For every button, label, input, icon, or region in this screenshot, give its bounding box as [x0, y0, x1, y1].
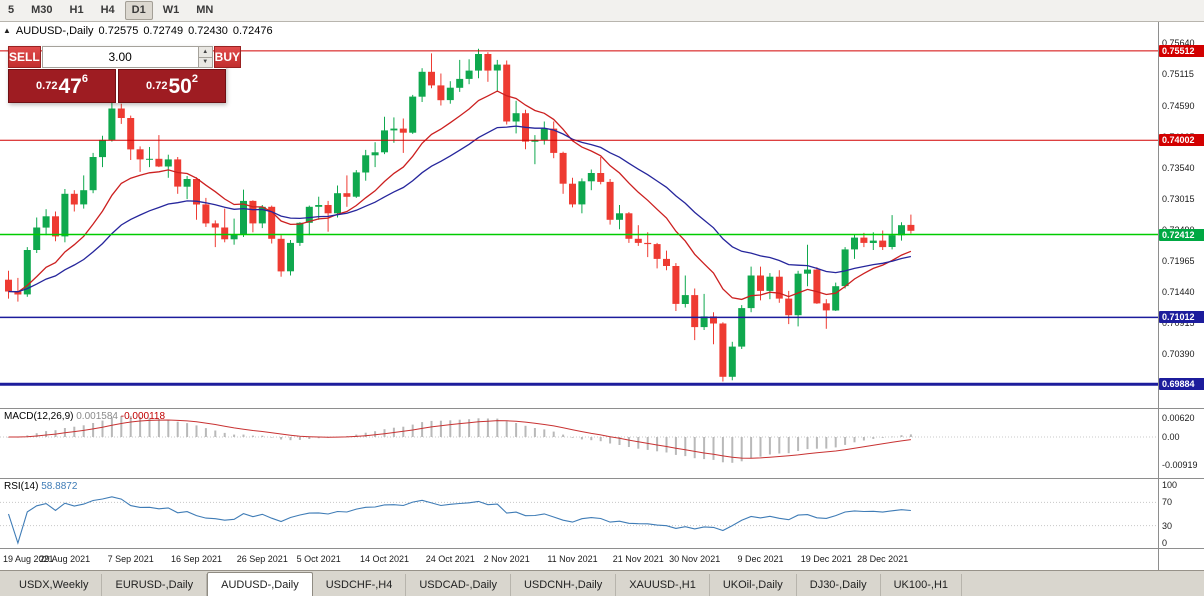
chart-symbol-label: AUDUSD-,Daily [15, 25, 94, 37]
chart-tab-bar: USDX,Weekly EURUSD-,Daily AUDUSD-,Daily USD… [0, 570, 1204, 596]
chart-tab-dj30-daily[interactable]: DJ30-,Daily [797, 574, 881, 596]
rsi-label: RSI(14) [4, 481, 39, 492]
chart-ohlc-header: ▲ AUDUSD-,Daily 0.72575 0.72749 0.72430 … [3, 25, 273, 37]
rsi-indicator-panel: 100 70 30 0 RSI(14) 58.8872 [0, 478, 1204, 548]
sell-button[interactable]: SELL [8, 46, 41, 68]
date-tick-label: 26 Sep 2021 [236, 554, 288, 564]
chart-tab-usdx-weekly[interactable]: USDX,Weekly [6, 574, 103, 596]
ask-price-box[interactable]: 0.72 50 2 [118, 69, 226, 103]
rsi-header: RSI(14) 58.8872 [4, 481, 77, 492]
price-tick-label: 0.73015 [1162, 193, 1195, 204]
volume-up-button[interactable]: ▲ [197, 47, 212, 57]
price-level-badge: 0.69884 [1159, 378, 1204, 391]
ask-big-digits: 50 [168, 74, 192, 98]
chart-tab-usdchf-h4[interactable]: USDCHF-,H4 [313, 574, 407, 596]
date-tick-label: 29 Aug 2021 [39, 554, 91, 564]
bid-prefix: 0.72 [36, 80, 58, 92]
timeframe-button-h4[interactable]: H4 [100, 4, 115, 16]
timeframe-button-w1[interactable]: W1 [162, 4, 180, 16]
date-tick-label: 19 Dec 2021 [800, 554, 852, 564]
date-tick-label: 24 Oct 2021 [425, 554, 475, 564]
timeframe-toolbar: 5 M30 H1 H4 D1 W1 MN [0, 0, 1204, 22]
price-tick-label: 0.70390 [1162, 349, 1195, 360]
rsi-plot[interactable] [0, 479, 1158, 548]
timeframe-button-m30[interactable]: M30 [31, 4, 53, 16]
macd-plot[interactable] [0, 409, 1158, 478]
bid-big-digits: 47 [58, 74, 82, 98]
ohlc-low: 0.72430 [188, 25, 228, 37]
rsi-tick-label: 0 [1162, 538, 1168, 548]
date-tick-label: 11 Nov 2021 [547, 554, 598, 564]
date-tick-label: 19 Aug 2021 [3, 554, 54, 564]
date-tick-label: 5 Oct 2021 [296, 554, 341, 564]
rsi-value: 58.8872 [41, 481, 78, 492]
chart-tab-uk100-h1[interactable]: UK100-,H1 [881, 574, 963, 596]
timeframe-button-5[interactable]: 5 [8, 4, 15, 16]
bid-pip-digit: 6 [81, 73, 88, 85]
macd-tick-label: 0.00620 [1162, 413, 1195, 424]
chart-tab-usdcnh-daily[interactable]: USDCNH-,Daily [511, 574, 617, 596]
macd-label: MACD(12,26,9) [4, 411, 74, 422]
price-axis[interactable]: 0.756400.751150.745900.740650.735400.730… [1158, 22, 1204, 408]
chart-tab-usdcad-daily[interactable]: USDCAD-,Daily [406, 574, 511, 596]
macd-tick-label: 0.00 [1162, 432, 1180, 442]
price-tick-label: 0.71965 [1162, 255, 1195, 266]
price-level-badge: 0.72412 [1159, 228, 1204, 241]
price-tick-label: 0.75115 [1162, 69, 1194, 80]
rsi-tick-label: 70 [1162, 497, 1173, 508]
main-chart-panel: 0.756400.751150.745900.740650.735400.730… [0, 22, 1204, 408]
date-tick-label: 21 Nov 2021 [612, 554, 664, 564]
date-tick-label: 30 Nov 2021 [669, 554, 721, 564]
price-tick-label: 0.70915 [1162, 318, 1195, 329]
chart-tab-ukoil-daily[interactable]: UKOil-,Daily [710, 574, 797, 596]
timeframe-button-d1[interactable]: D1 [124, 1, 153, 20]
volume-spinner: ▲ ▼ [197, 47, 212, 67]
bid-price-box[interactable]: 0.72 47 6 [8, 69, 116, 103]
one-click-collapse-icon[interactable]: ▲ [3, 26, 11, 35]
date-axis[interactable]: 19 Aug 2021 29 Aug 2021 7 Sep 2021 16 Sep 2… [0, 549, 1158, 571]
macd-indicator-panel: 0.00620 0.00 -0.00919 MACD(12,26,9) 0.0015… [0, 408, 1204, 478]
ask-pip-digit: 2 [191, 73, 198, 85]
chart-tab-eurusd-daily[interactable]: EURUSD-,Daily [102, 574, 208, 596]
chart-tab-xauusd-h1[interactable]: XAUUSD-,H1 [616, 574, 710, 596]
date-tick-label: 2 Nov 2021 [483, 554, 530, 564]
spin-up-icon: ▲ [202, 48, 209, 55]
macd-axis[interactable]: 0.00620 0.00 -0.00919 [1158, 409, 1204, 478]
spin-down-icon: ▼ [202, 59, 209, 66]
date-tick-label: 7 Sep 2021 [107, 554, 154, 564]
chart-tab-audusd-daily[interactable]: AUDUSD-,Daily [207, 572, 313, 596]
date-tick-label: 28 Dec 2021 [857, 554, 909, 564]
date-axis-row: 19 Aug 2021 29 Aug 2021 7 Sep 2021 16 Sep 2… [0, 548, 1204, 571]
price-level-badge: 0.71012 [1159, 311, 1204, 324]
date-tick-label: 16 Sep 2021 [170, 554, 223, 564]
date-tick-label: 9 Dec 2021 [737, 554, 784, 564]
axis-corner [1158, 549, 1204, 571]
timeframe-button-mn[interactable]: MN [196, 4, 214, 16]
price-level-badge: 0.74002 [1159, 134, 1204, 147]
price-level-badge: 0.75512 [1159, 44, 1204, 57]
ohlc-close: 0.72476 [232, 25, 273, 37]
buy-button[interactable]: BUY [213, 46, 242, 68]
volume-down-button[interactable]: ▼ [197, 56, 212, 67]
macd-signal-value: -0.000118 [120, 411, 166, 422]
rsi-tick-label: 100 [1162, 480, 1178, 490]
timeframe-button-h1[interactable]: H1 [69, 4, 84, 16]
price-tick-label: 0.71440 [1162, 287, 1195, 298]
ohlc-open: 0.72575 [98, 25, 139, 37]
ask-prefix: 0.72 [146, 80, 168, 92]
macd-tick-label: -0.00919 [1162, 459, 1198, 470]
macd-header: MACD(12,26,9) 0.001584 -0.000118 [4, 411, 165, 422]
price-tick-label: 0.73540 [1162, 162, 1195, 173]
date-tick-label: 14 Oct 2021 [359, 554, 410, 564]
price-tick-label: 0.74590 [1162, 100, 1195, 111]
volume-input[interactable] [42, 47, 198, 67]
ohlc-high: 0.72749 [143, 25, 184, 37]
rsi-tick-label: 30 [1162, 520, 1173, 531]
rsi-axis[interactable]: 100 70 30 0 [1158, 479, 1204, 548]
price-tick-label: 0.75640 [1162, 38, 1195, 49]
macd-main-value: 0.001584 [76, 411, 118, 422]
